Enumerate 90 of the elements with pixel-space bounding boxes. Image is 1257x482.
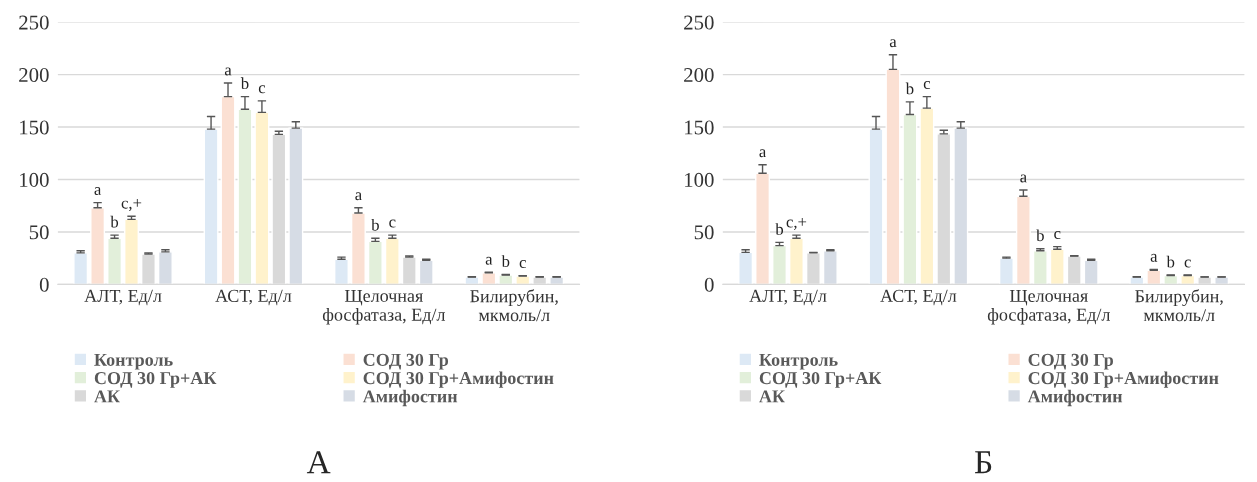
x-tick-label: АСТ, Ед/л <box>215 289 292 306</box>
bar <box>1180 274 1196 285</box>
legend-label: Контроль <box>94 353 173 370</box>
y-tick-label: 200 <box>684 67 714 83</box>
y-tick-label: 100 <box>20 172 49 187</box>
text: А <box>306 451 331 474</box>
legend-label: АК <box>759 390 785 403</box>
x-tick-label: АЛТ, Ед/л <box>749 289 827 306</box>
data-label: b <box>110 215 119 228</box>
bar <box>788 237 804 285</box>
bar <box>1163 274 1179 285</box>
x-tick-label: Билирубин, мкмоль/л <box>470 289 558 322</box>
bar <box>464 276 480 285</box>
y-tick-label: 100 <box>685 172 714 187</box>
legend-label: Амифостин <box>362 389 458 407</box>
x-tick-label: Щелочная фосфатаза, Ед/л <box>987 289 1110 325</box>
y-tick-label: 150 <box>20 120 49 135</box>
bar <box>73 252 89 285</box>
bar <box>998 257 1014 285</box>
y-tick-label: 50 <box>694 225 714 240</box>
data-label: a <box>355 192 362 201</box>
data-label: a <box>1150 253 1158 262</box>
y-tick-label: 250 <box>684 15 714 30</box>
data-label: a <box>94 187 102 196</box>
bar <box>755 172 771 285</box>
bar <box>220 95 236 285</box>
bar <box>1015 195 1031 285</box>
data-label: b <box>905 82 914 95</box>
legend-label: СОД 30 Гр <box>363 353 449 370</box>
bar <box>254 111 270 285</box>
data-label: b <box>501 255 510 267</box>
data-label: b <box>1036 229 1044 242</box>
data-label: c <box>389 219 396 228</box>
legend-label: Контроль <box>759 353 838 370</box>
bar <box>107 237 123 285</box>
data-label: c <box>1054 231 1061 240</box>
bar <box>885 68 901 285</box>
bar <box>481 272 497 285</box>
x-tick-label: Билирубин, мкмоль/л <box>1135 289 1223 322</box>
bar <box>868 128 884 285</box>
bar <box>350 212 366 285</box>
bar <box>498 274 514 285</box>
y-tick-label: 250 <box>19 15 49 30</box>
bar <box>772 244 787 285</box>
y-tick-label: 150 <box>685 120 714 135</box>
bar <box>919 107 935 285</box>
legend-label: СОД 30 Гр+АК <box>759 371 882 388</box>
bar <box>384 237 400 285</box>
bar <box>203 128 219 285</box>
text: Б <box>974 451 992 474</box>
bar <box>515 275 531 285</box>
legend-label: СОД 30 Гр+АК <box>94 371 217 388</box>
legend-label: СОД 30 Гр+Амифостин <box>363 371 554 388</box>
legend-label: АК <box>94 390 120 403</box>
x-tick-label: Щелочная фосфатаза, Ед/л <box>322 289 446 325</box>
data-label: b <box>240 77 249 90</box>
bar <box>902 113 918 285</box>
y-tick-label: 200 <box>19 67 49 83</box>
bar <box>124 218 139 285</box>
y-tick-label: 50 <box>29 225 49 240</box>
data-label: b <box>775 223 784 235</box>
bar <box>1049 248 1065 285</box>
legend-label: СОД 30 Гр <box>1028 353 1113 370</box>
bar <box>1129 276 1145 285</box>
data-label: b <box>371 218 379 231</box>
data-label: a <box>1020 174 1027 183</box>
legend-label: СОД 30 Гр+Амифостин <box>1028 371 1219 388</box>
bar <box>367 240 383 285</box>
data-label: c <box>1184 259 1191 268</box>
legend-label: Амифостин <box>1027 389 1123 407</box>
data-label: a <box>889 39 897 48</box>
data-label: b <box>1166 255 1175 268</box>
data-label: a <box>485 256 493 265</box>
data-label: a <box>759 149 767 158</box>
data-label: a <box>224 67 232 76</box>
data-label: c <box>923 81 931 90</box>
data-label: c,+ <box>786 217 807 230</box>
y-tick-label: 0 <box>704 277 714 292</box>
bar <box>1032 250 1048 285</box>
data-label: c <box>258 85 266 94</box>
bar <box>237 108 253 285</box>
data-label: c,+ <box>121 199 142 212</box>
data-label: c <box>519 260 526 269</box>
bar <box>90 207 106 285</box>
bar <box>333 258 349 285</box>
bar <box>1146 269 1162 285</box>
x-tick-label: АСТ, Ед/л <box>880 289 957 306</box>
y-tick-label: 0 <box>39 277 49 292</box>
x-tick-label: АЛТ, Ед/л <box>84 289 162 306</box>
bar <box>738 251 754 285</box>
